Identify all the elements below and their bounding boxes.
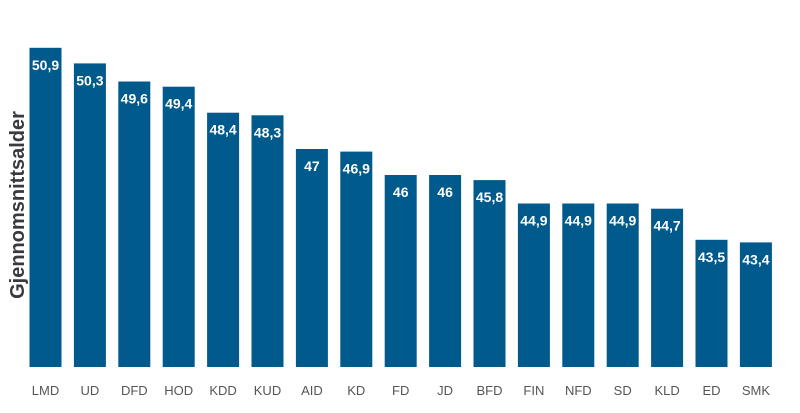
x-tick-aid: AID: [301, 383, 323, 398]
bar-hod: [162, 86, 195, 367]
bar-kud: [251, 115, 284, 367]
x-tick-ud: UD: [81, 383, 100, 398]
bar-aid: [295, 149, 328, 367]
bar-lmd: [29, 47, 62, 368]
bar-sd: [606, 203, 639, 367]
bar-kd: [340, 151, 373, 367]
x-tick-sd: SD: [614, 383, 632, 398]
x-tick-nfd: NFD: [565, 383, 592, 398]
x-tick-kdd: KDD: [209, 383, 236, 398]
bar-bfd: [473, 180, 506, 367]
bar-fd: [384, 175, 417, 367]
value-label-kd: 46,9: [343, 161, 370, 177]
bar-nfd: [562, 203, 595, 367]
x-tick-hod: HOD: [164, 383, 193, 398]
x-tick-fin: FIN: [523, 383, 544, 398]
value-label-dfd: 49,6: [121, 91, 148, 107]
x-tick-jd: JD: [437, 383, 453, 398]
bar-kdd: [207, 112, 240, 367]
value-label-ud: 50,3: [76, 72, 103, 88]
value-label-bfd: 45,8: [476, 189, 503, 205]
x-tick-smk: SMK: [742, 383, 771, 398]
value-label-hod: 49,4: [165, 96, 192, 112]
value-label-sd: 44,9: [609, 213, 636, 229]
x-tick-dfd: DFD: [121, 383, 148, 398]
bar-fin: [517, 203, 550, 367]
value-label-kdd: 48,4: [209, 122, 236, 138]
x-tick-lmd: LMD: [32, 383, 59, 398]
x-tick-fd: FD: [392, 383, 409, 398]
bar-smk: [739, 242, 772, 367]
value-label-kld: 44,7: [653, 218, 680, 234]
value-label-nfd: 44,9: [565, 213, 592, 229]
x-tick-bfd: BFD: [477, 383, 503, 398]
x-tick-kd: KD: [347, 383, 365, 398]
x-tick-kld: KLD: [654, 383, 679, 398]
x-tick-ed: ED: [702, 383, 720, 398]
bar-dfd: [118, 81, 151, 367]
value-label-lmd: 50,9: [32, 57, 59, 73]
value-label-fin: 44,9: [520, 213, 547, 229]
value-label-fd: 46: [393, 184, 409, 200]
x-tick-kud: KUD: [254, 383, 281, 398]
value-label-kud: 48,3: [254, 124, 281, 140]
bar-ed: [695, 239, 728, 367]
value-label-ed: 43,5: [698, 249, 725, 265]
bar-kld: [651, 208, 684, 367]
bar-ud: [73, 63, 106, 368]
value-label-smk: 43,4: [742, 251, 769, 267]
value-label-jd: 46: [437, 184, 453, 200]
y-axis-label: Gjennomsnittsalder: [7, 111, 29, 299]
value-label-aid: 47: [304, 158, 320, 174]
bar-jd: [429, 175, 462, 367]
